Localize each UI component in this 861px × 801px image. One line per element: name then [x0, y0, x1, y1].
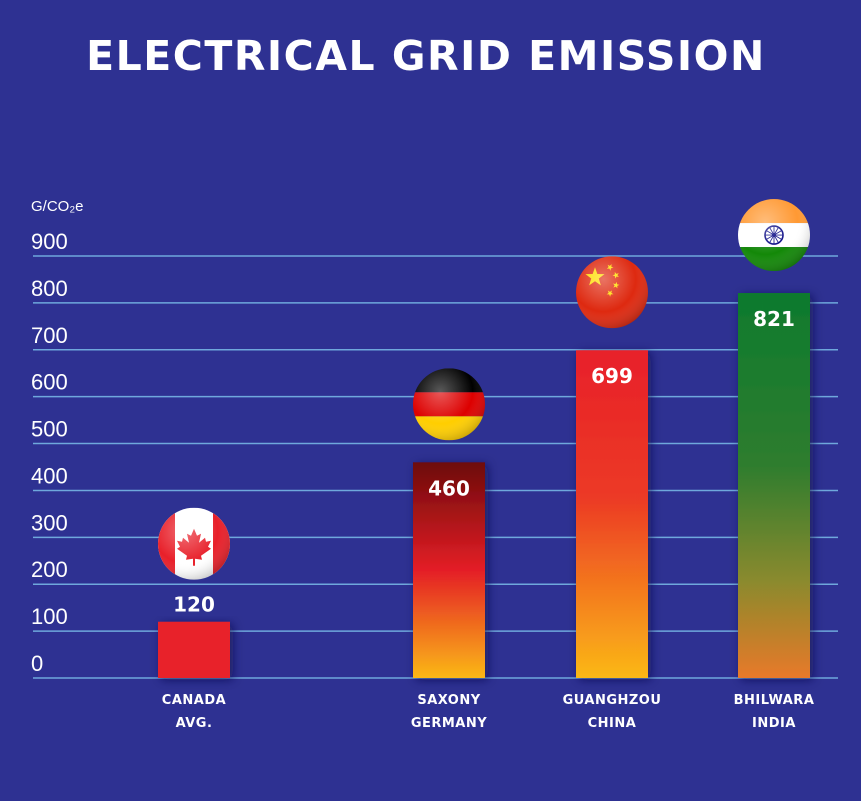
category-label-canada-line2: AVG. — [176, 716, 213, 731]
india-flag-icon — [738, 199, 810, 272]
value-label-canada: 120 — [173, 593, 215, 617]
category-label-china-line2: CHINA — [588, 716, 637, 731]
category-label-germany-line1: SAXONY — [417, 693, 480, 708]
value-label-china: 699 — [591, 364, 633, 388]
category-labels: CANADA AVG. SAXONY GERMANY GUANGHZOU CHINA BHI… — [162, 693, 815, 731]
china-flag-icon — [576, 256, 648, 329]
category-label-canada-line1: CANADA — [162, 693, 226, 708]
germany-flag-icon — [413, 368, 485, 441]
y-tick-label: 700 — [31, 323, 68, 348]
category-label-india-line1: BHILWARA — [734, 693, 815, 708]
bar-germany — [413, 462, 485, 678]
y-tick-label: 400 — [31, 463, 68, 488]
y-tick-label: 900 — [31, 229, 68, 254]
y-tick-label: 100 — [31, 604, 68, 629]
y-tick-label: 600 — [31, 370, 68, 395]
bar-canada — [158, 621, 230, 678]
category-label-china-line1: GUANGHZOU — [563, 693, 662, 708]
value-labels: 120 460 699 821 — [173, 307, 795, 617]
bar-china — [576, 350, 648, 678]
y-axis-ticks: 0 100 200 300 400 500 600 700 800 900 — [31, 229, 68, 676]
bars — [158, 293, 810, 678]
category-label-india-line2: INDIA — [752, 716, 796, 731]
value-label-india: 821 — [753, 307, 795, 331]
y-axis-label: G/CO₂e — [31, 198, 84, 215]
chart-title: ELECTRICAL GRID EMISSION — [86, 32, 766, 80]
y-tick-label: 200 — [31, 557, 68, 582]
bar-india — [738, 293, 810, 678]
category-label-germany-line2: GERMANY — [411, 716, 487, 731]
y-tick-label: 300 — [31, 510, 68, 535]
flags — [158, 199, 810, 580]
y-tick-label: 500 — [31, 417, 68, 442]
canada-flag-icon — [158, 507, 230, 580]
y-tick-label: 800 — [31, 276, 68, 301]
value-label-germany: 460 — [428, 476, 470, 500]
y-tick-label: 0 — [31, 651, 43, 676]
